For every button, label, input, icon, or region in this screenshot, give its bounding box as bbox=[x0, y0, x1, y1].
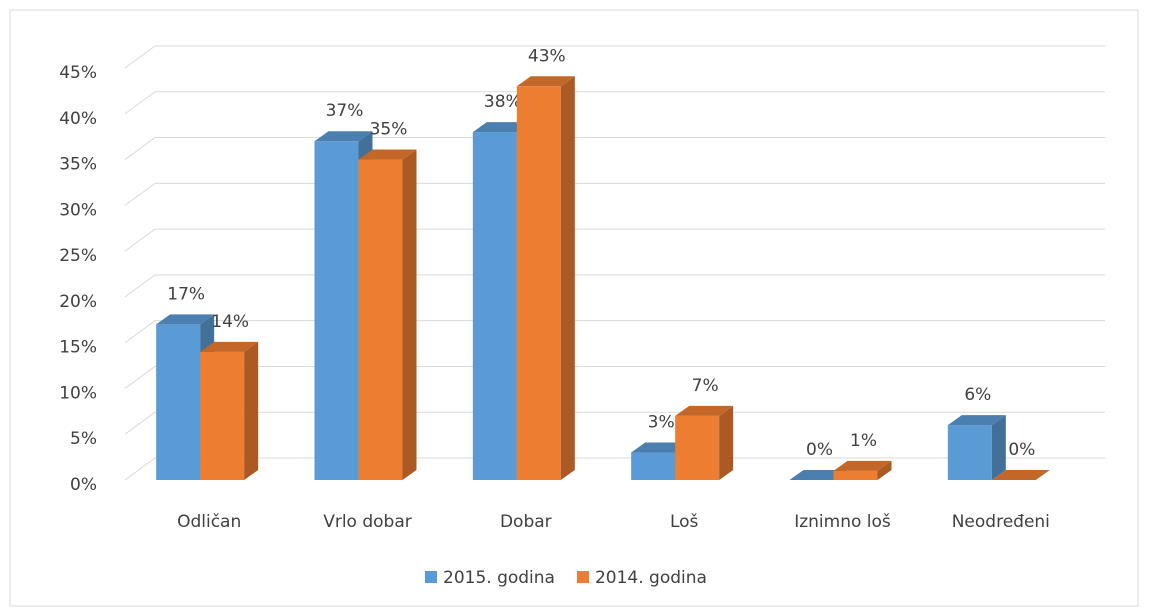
bar-front bbox=[472, 132, 517, 481]
x-tick-label: Dobar bbox=[500, 512, 552, 532]
grid-line bbox=[124, 91, 1105, 115]
legend-label: 2015. godina bbox=[443, 568, 555, 588]
bar-side bbox=[560, 76, 575, 481]
data-label: 38% bbox=[484, 92, 522, 112]
legend-label: 2014. godina bbox=[595, 568, 707, 588]
legend-swatch bbox=[576, 571, 589, 583]
legend-swatch bbox=[425, 571, 437, 583]
x-tick-label: Odličan bbox=[177, 512, 241, 532]
y-tick-label: 10% bbox=[59, 383, 97, 403]
data-label: 7% bbox=[692, 376, 719, 396]
bar-front bbox=[516, 86, 561, 481]
grid-line bbox=[124, 320, 1105, 344]
bar-side bbox=[402, 149, 417, 481]
x-tick-label: Loš bbox=[670, 512, 699, 532]
y-tick-label: 40% bbox=[59, 109, 97, 129]
bar-side bbox=[719, 405, 734, 480]
y-tick-label: 0% bbox=[70, 475, 97, 495]
x-tick-label: Neodređeni bbox=[952, 512, 1050, 532]
bar-side bbox=[244, 341, 259, 480]
data-label: 0% bbox=[806, 440, 833, 460]
data-label: 3% bbox=[648, 413, 675, 433]
y-tick-label: 30% bbox=[59, 200, 97, 220]
bar-top bbox=[789, 470, 848, 480]
grid-line bbox=[124, 228, 1105, 252]
y-tick-label: 5% bbox=[70, 429, 97, 449]
bar-top bbox=[516, 76, 575, 87]
data-label: 1% bbox=[850, 431, 877, 451]
grid-line bbox=[124, 411, 1105, 435]
bar-front bbox=[156, 324, 201, 480]
bar-top bbox=[358, 149, 417, 160]
data-label: 17% bbox=[167, 284, 205, 304]
bar-top bbox=[631, 442, 690, 453]
data-label: 0% bbox=[1008, 440, 1035, 460]
x-tick-label: Vrlo dobar bbox=[323, 512, 412, 532]
grid-line bbox=[124, 365, 1105, 389]
y-tick-label: 20% bbox=[59, 292, 97, 312]
bar-front bbox=[947, 425, 992, 480]
data-label: 37% bbox=[326, 101, 364, 121]
y-tick-label: 35% bbox=[59, 155, 97, 175]
grid-line bbox=[124, 457, 1105, 481]
bar-top bbox=[200, 341, 259, 352]
data-label: 35% bbox=[370, 120, 408, 140]
bar-front bbox=[314, 141, 359, 480]
bar-top bbox=[314, 131, 373, 142]
grid-line bbox=[124, 45, 1105, 69]
bar-top bbox=[991, 470, 1050, 480]
grid-line bbox=[124, 182, 1105, 206]
grid-line bbox=[124, 137, 1105, 160]
bar-top bbox=[156, 314, 215, 325]
bar-side bbox=[991, 415, 1006, 480]
x-tick-label: Iznimno loš bbox=[794, 512, 891, 532]
grid-line bbox=[124, 274, 1105, 298]
y-tick-label: 25% bbox=[59, 246, 97, 266]
bar-side bbox=[877, 460, 892, 480]
y-tick-label: 45% bbox=[59, 63, 97, 83]
data-label: 14% bbox=[211, 312, 249, 332]
bar-front bbox=[675, 415, 720, 480]
bar-front bbox=[833, 470, 878, 480]
bar-top bbox=[472, 122, 531, 133]
bar-front bbox=[358, 159, 403, 481]
data-label: 6% bbox=[964, 385, 991, 405]
y-tick-label: 15% bbox=[59, 338, 97, 358]
bar-top bbox=[675, 405, 734, 416]
bar-front bbox=[200, 351, 245, 480]
bar-top bbox=[947, 415, 1006, 426]
bar-front bbox=[631, 452, 676, 480]
bar-top bbox=[833, 460, 892, 471]
data-label: 43% bbox=[528, 46, 566, 66]
chart-border bbox=[9, 9, 1139, 607]
